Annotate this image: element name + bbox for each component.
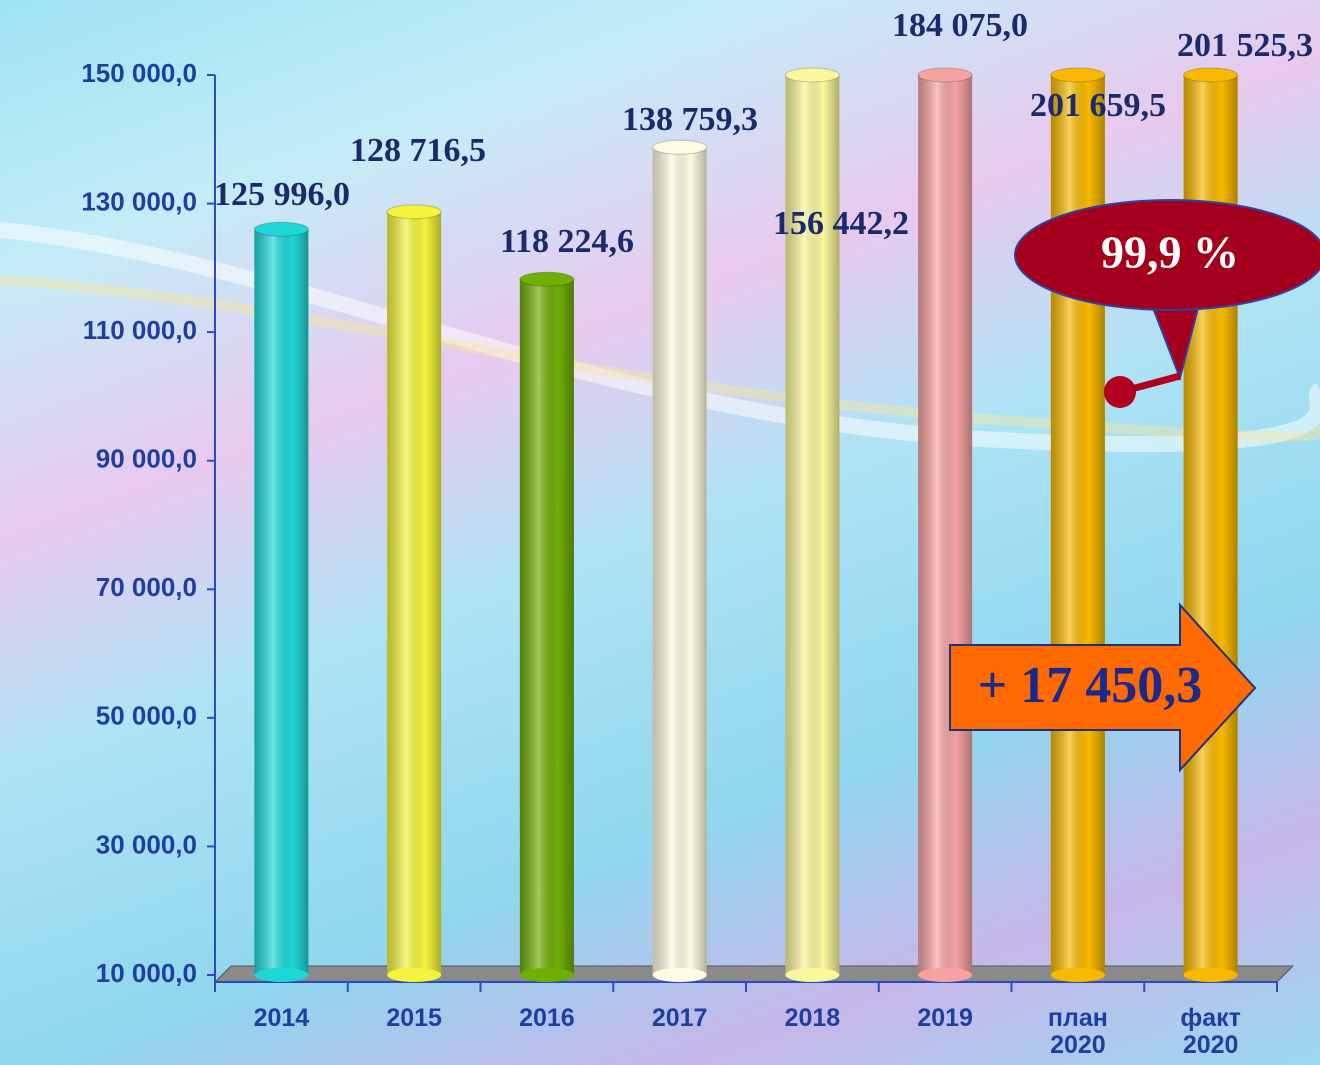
value-label: 156 442,2 xyxy=(773,205,909,242)
bar-base xyxy=(652,968,707,982)
bar-shade xyxy=(652,147,707,975)
callout-arrow xyxy=(1119,372,1181,396)
bar-cap xyxy=(519,271,575,287)
y-tick-label: 150 000,0 xyxy=(81,58,197,88)
x-tick-label: 2014 xyxy=(253,1004,310,1032)
value-label: 201 659,5 xyxy=(1030,87,1166,124)
bar-cap xyxy=(1183,67,1239,83)
background-wave xyxy=(0,222,1320,453)
background-wave xyxy=(0,275,1320,442)
bar-base xyxy=(1050,968,1105,982)
bar-cap xyxy=(784,67,840,83)
value-label: 125 996,0 xyxy=(214,176,350,213)
bar-base xyxy=(1183,968,1238,982)
value-label: 118 224,6 xyxy=(500,223,634,260)
x-tick-label: 2016 xyxy=(519,1004,575,1032)
x-tick-label: 2018 xyxy=(784,1004,841,1032)
arrow-shape xyxy=(949,602,1257,773)
bar-base xyxy=(519,968,574,982)
bar-base xyxy=(387,968,442,982)
bar-shade xyxy=(918,75,973,975)
value-label: 138 759,3 xyxy=(622,101,758,138)
bar-cap xyxy=(253,221,309,237)
bar-cap xyxy=(917,67,973,83)
x-tick-label: факт 2020 xyxy=(1180,1004,1241,1059)
x-tick-label: 2019 xyxy=(917,1004,973,1032)
callout-text: 99,9 % xyxy=(1101,227,1239,278)
bar-cap xyxy=(652,139,708,155)
bar-base xyxy=(254,968,309,982)
value-label: 128 716,5 xyxy=(350,132,486,169)
bar-base xyxy=(785,968,840,982)
bar-shade xyxy=(785,75,840,975)
floor xyxy=(213,965,1295,983)
y-tick-label: 110 000,0 xyxy=(83,315,197,345)
y-tick-label: 90 000,0 xyxy=(96,444,197,474)
y-tick-label: 10 000,0 xyxy=(96,958,197,988)
y-tick-label: 70 000,0 xyxy=(96,572,197,602)
y-tick-label: 50 000,0 xyxy=(96,701,197,731)
bar-base xyxy=(918,968,973,982)
callout: 99,9 % xyxy=(1014,199,1320,408)
arrow-text: + 17 450,3 xyxy=(978,657,1203,714)
x-tick-label: план 2020 xyxy=(1047,1004,1108,1059)
bar-shade xyxy=(387,211,442,975)
value-label: 201 525,3 xyxy=(1177,27,1313,64)
x-tick-label: 2015 xyxy=(386,1004,442,1032)
bar-cap xyxy=(1050,67,1106,83)
bar-shade xyxy=(254,229,309,976)
x-tick-label: 2017 xyxy=(651,1004,708,1032)
bar-cap xyxy=(386,204,442,220)
y-tick-label: 130 000,0 xyxy=(81,186,197,216)
value-label: 184 075,0 xyxy=(892,7,1028,44)
y-tick-label: 30 000,0 xyxy=(96,829,197,859)
bar-shade xyxy=(519,279,574,976)
callout-bubble xyxy=(1014,199,1320,311)
